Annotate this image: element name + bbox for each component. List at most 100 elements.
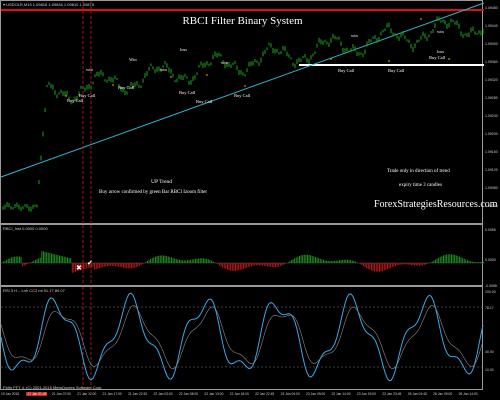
histogram-bar — [276, 263, 278, 267]
histogram-bar — [439, 256, 441, 263]
candle — [230, 64, 232, 68]
histogram-bar — [94, 263, 96, 270]
candle — [280, 50, 282, 55]
candle — [134, 82, 136, 88]
histogram-bar — [41, 251, 43, 263]
histogram-bar — [399, 263, 401, 265]
histogram-bar — [463, 258, 465, 263]
candle — [154, 68, 156, 74]
histogram-bar — [299, 255, 300, 263]
candle — [236, 65, 238, 71]
signal-win: win — [437, 29, 445, 34]
histogram-bar — [419, 263, 420, 266]
candle — [96, 71, 98, 77]
candle — [376, 37, 378, 43]
histogram-bar — [14, 256, 16, 263]
histogram-bar — [319, 258, 321, 263]
candle — [78, 91, 80, 96]
histogram-bar — [126, 263, 128, 269]
candle — [136, 81, 138, 86]
candle — [368, 38, 370, 44]
histogram-bar — [110, 263, 112, 266]
histogram-bar — [107, 263, 108, 267]
histogram-bar — [327, 260, 329, 263]
signal-buy-call: Buy Call — [79, 93, 96, 98]
candle — [90, 85, 92, 90]
candle — [444, 20, 446, 25]
sell-cross-icon: ✖ — [76, 264, 82, 272]
candle — [190, 80, 192, 85]
histogram-bar — [297, 256, 299, 263]
rbci-histogram-pane[interactable]: RBCI_hist 0.0000 0.0000 ✖ ✔ — [0, 224, 484, 287]
candle — [220, 53, 222, 57]
histogram-bar — [11, 257, 12, 263]
histogram-bar — [199, 258, 201, 263]
rbci-tick: -0.0065 — [485, 284, 497, 288]
histogram-bar — [332, 261, 334, 263]
histogram-bar — [275, 263, 276, 268]
histogram-bar — [433, 260, 435, 263]
histogram-bar — [262, 263, 264, 266]
histogram-bar — [406, 263, 408, 265]
candle — [208, 63, 210, 67]
histogram-bar — [447, 254, 449, 263]
histogram-bars — [3, 251, 484, 273]
candle — [318, 37, 320, 43]
histogram-bar — [196, 258, 198, 263]
candle — [304, 53, 306, 58]
candle — [380, 31, 382, 36]
histogram-bar — [265, 263, 267, 267]
candle — [106, 79, 108, 84]
histogram-bar — [246, 263, 248, 268]
candle — [184, 73, 186, 78]
time-tick: 22 Jan 13:00 — [204, 392, 224, 396]
checkmark-icon: ✔ — [87, 259, 93, 267]
candle — [252, 61, 254, 66]
candle — [332, 33, 334, 39]
candle — [202, 63, 204, 69]
histogram-bar — [443, 255, 444, 263]
candle — [224, 63, 226, 69]
time-tick: 22 Jan 03:00 — [153, 392, 173, 396]
candle — [74, 96, 76, 102]
candle — [70, 101, 72, 105]
candle — [406, 39, 408, 42]
rsi-pane[interactable]: RSI 3 H – Lnh CC2 ml 91.17 89.07 FMfo FF… — [0, 286, 484, 391]
candle — [140, 85, 142, 89]
histogram-bar — [137, 263, 139, 267]
candle — [146, 71, 148, 77]
histogram-bar — [462, 258, 464, 263]
histogram-bar — [382, 263, 384, 271]
histogram-bar — [415, 263, 417, 266]
price-chart-pane[interactable]: ▾ USDOLR,M15 1.09818 1.09846 1.09810 1.0… — [0, 0, 498, 225]
histogram-bar — [425, 263, 427, 265]
candle — [292, 62, 294, 67]
time-tick: 23 Jan 14:00 — [331, 392, 351, 396]
histogram-bar — [307, 254, 308, 263]
candle — [88, 83, 90, 89]
price-tick: 1.09040 — [485, 204, 498, 208]
histogram-bar — [54, 254, 56, 263]
histogram-bar — [57, 255, 59, 263]
candle — [474, 31, 476, 35]
candle — [112, 77, 114, 83]
histogram-bar — [404, 263, 406, 265]
histogram-bar — [151, 258, 153, 263]
histogram-bar — [476, 262, 478, 263]
candle — [194, 75, 196, 80]
candle — [138, 84, 140, 88]
candle — [56, 94, 58, 99]
histogram-bar — [356, 262, 358, 263]
histogram-bar — [39, 257, 41, 263]
histogram-bar — [254, 263, 256, 266]
time-tick: 23 Jan 04:00 — [280, 392, 300, 396]
candle — [400, 32, 402, 38]
candle — [276, 48, 278, 53]
candle — [226, 61, 228, 67]
histogram-bar — [142, 263, 144, 264]
histogram-bar — [279, 263, 281, 267]
histogram-bar — [238, 263, 240, 271]
histogram-bar — [38, 258, 40, 263]
histogram-bar — [115, 263, 116, 267]
rsi-tick: 100.00 — [485, 290, 496, 294]
